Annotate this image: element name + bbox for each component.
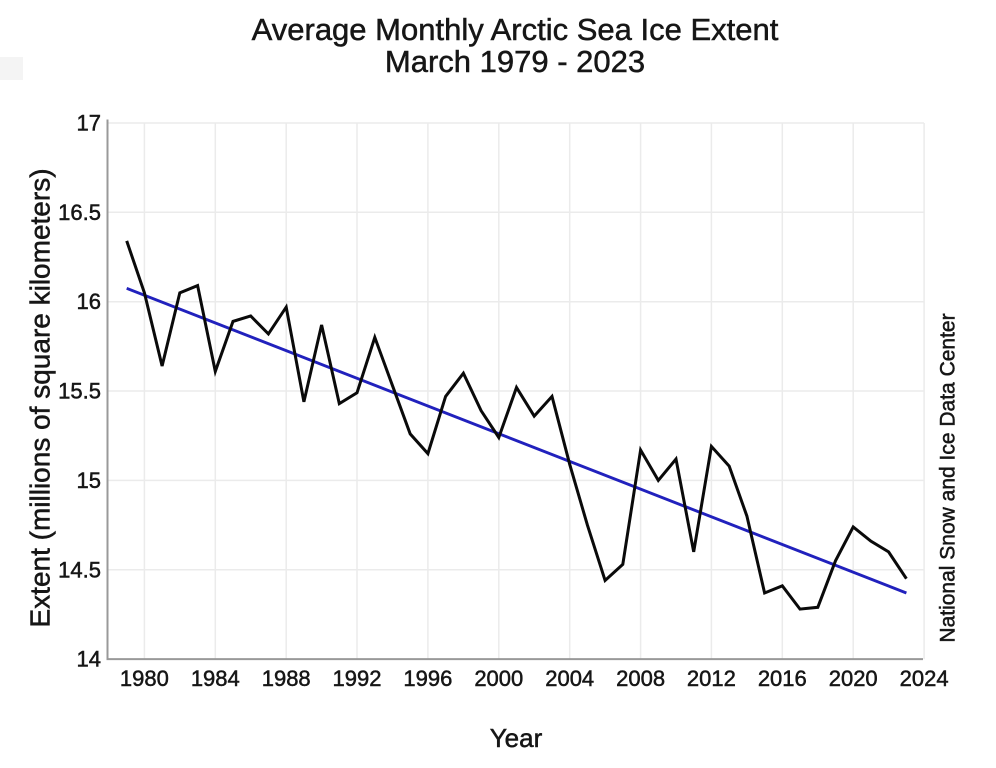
svg-text:16: 16 xyxy=(77,289,101,314)
svg-text:1992: 1992 xyxy=(333,666,382,691)
svg-text:Average Monthly Arctic Sea Ice: Average Monthly Arctic Sea Ice Extent xyxy=(252,12,779,47)
svg-text:2016: 2016 xyxy=(758,666,807,691)
svg-text:Year: Year xyxy=(490,723,543,753)
svg-text:15: 15 xyxy=(77,468,101,493)
svg-text:1984: 1984 xyxy=(191,666,240,691)
svg-text:1980: 1980 xyxy=(120,666,169,691)
svg-text:1988: 1988 xyxy=(262,666,311,691)
svg-text:2024: 2024 xyxy=(900,666,949,691)
svg-text:2008: 2008 xyxy=(616,666,665,691)
svg-text:2020: 2020 xyxy=(829,666,878,691)
svg-text:March 1979 - 2023: March 1979 - 2023 xyxy=(385,44,645,79)
svg-text:14.5: 14.5 xyxy=(58,557,101,582)
svg-text:17: 17 xyxy=(77,111,101,136)
svg-text:15.5: 15.5 xyxy=(58,379,101,404)
svg-text:2012: 2012 xyxy=(687,666,736,691)
svg-text:16.5: 16.5 xyxy=(58,200,101,225)
svg-text:14: 14 xyxy=(77,647,101,672)
svg-text:National Snow and Ice Data Cen: National Snow and Ice Data Center xyxy=(937,313,960,642)
svg-text:2000: 2000 xyxy=(474,666,523,691)
svg-text:1996: 1996 xyxy=(403,666,452,691)
svg-text:2004: 2004 xyxy=(545,666,594,691)
svg-text:Extent (millions of square kil: Extent (millions of square kilometers) xyxy=(25,168,56,627)
